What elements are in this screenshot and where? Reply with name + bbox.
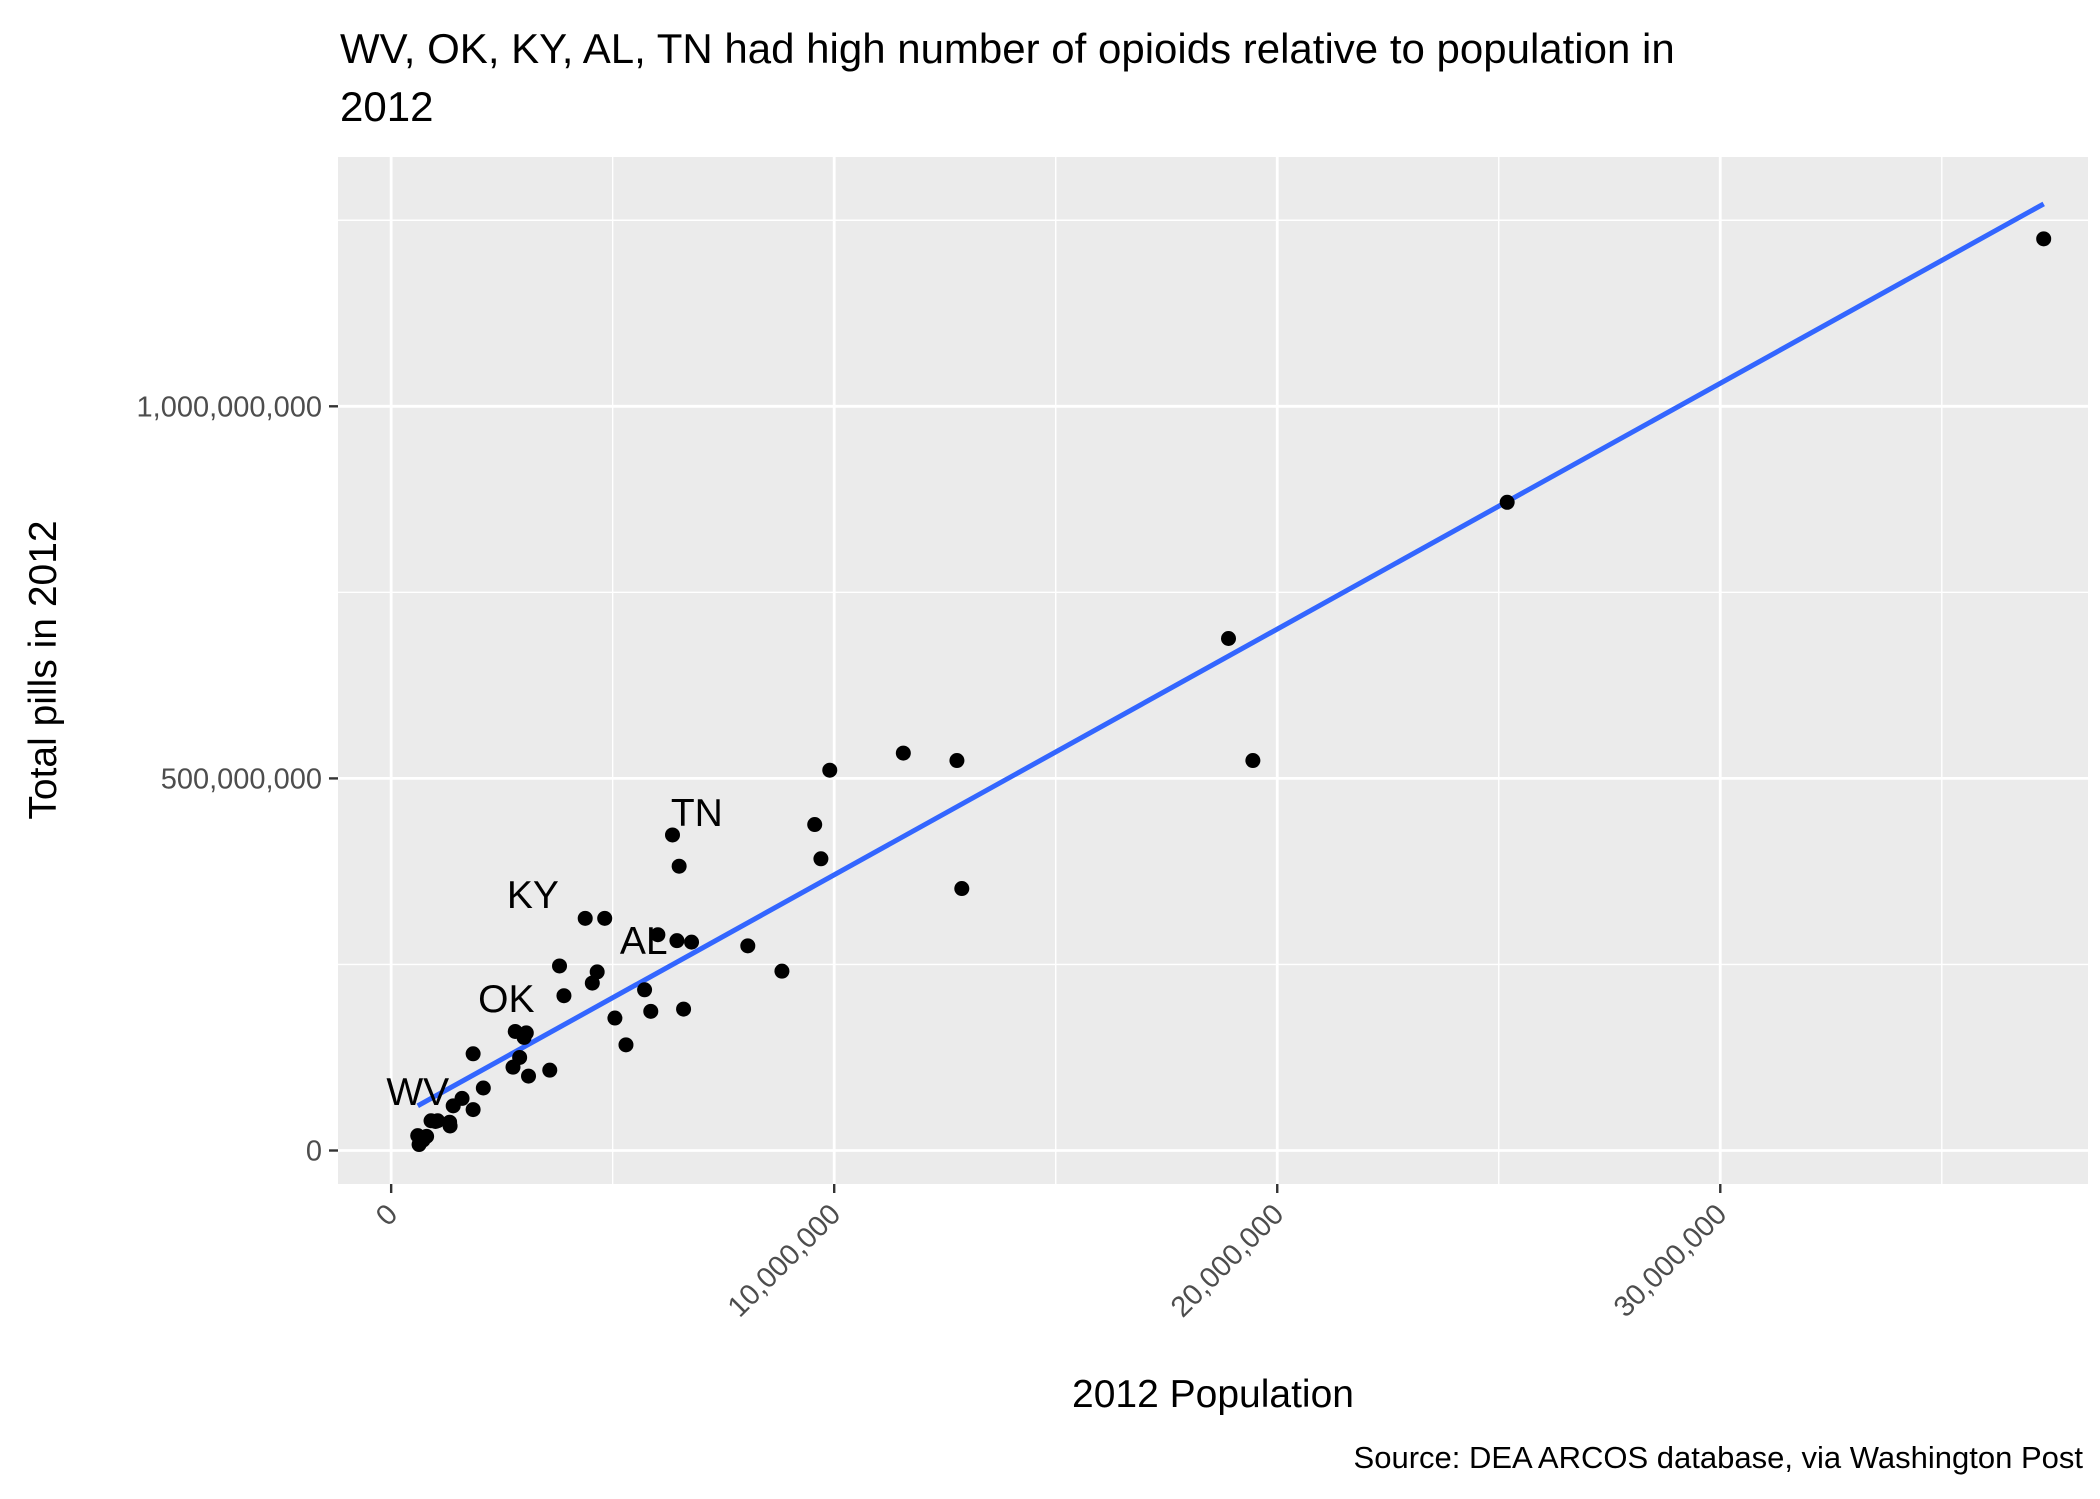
minor-gridlines [338,157,2088,1184]
data-point [822,762,838,778]
state-label-al: AL [620,920,668,963]
x-tick-label: 10,000,000 [722,1198,847,1323]
data-point [807,817,823,833]
data-point [465,1102,481,1118]
x-tick-label: 30,000,000 [1608,1198,1733,1323]
x-axis-title: 2012 Population [1072,1373,1354,1416]
data-point [542,1062,558,1078]
data-point [521,1068,537,1084]
data-point [589,964,605,980]
data-point [430,1113,446,1129]
axis-ticks [329,405,1722,1193]
y-axis-title: Total pills in 2012 [22,520,65,819]
data-point [895,745,911,761]
x-tick-label: 0 [370,1198,404,1232]
x-tick-label: 20,000,000 [1165,1198,1290,1323]
data-point [676,1001,692,1017]
y-tick-label: 500,000,000 [161,763,322,795]
state-label-tn: TN [671,792,723,835]
state-label-wv: WV [386,1071,449,1114]
data-point [954,881,970,897]
data-points [410,231,2052,1153]
state-labels: WV OK KY AL TN [386,792,723,1114]
data-point [669,933,685,949]
data-point [1221,630,1237,646]
data-point [650,927,666,943]
data-point [774,963,790,979]
y-tick-label: 1,000,000,000 [137,391,322,423]
data-point [442,1118,458,1134]
data-point [671,858,687,874]
data-point [618,1037,634,1053]
data-point [949,753,965,769]
data-point [740,938,756,954]
data-point [664,827,680,843]
y-tick-label: 0 [306,1136,322,1168]
state-label-ky: KY [507,874,559,917]
data-point [1499,494,1515,510]
data-point [643,1003,659,1019]
state-label-ok: OK [478,978,534,1021]
trend-line [416,201,2045,1109]
data-point [419,1128,435,1144]
data-point [813,851,829,867]
chart-title-line-1: WV, OK, KY, AL, TN had high number of op… [340,25,1675,72]
data-point [597,910,613,926]
x-axis-tick-labels: 0 10,000,000 20,000,000 30,000,000 [370,1198,1733,1323]
data-point [637,982,653,998]
data-point [556,988,572,1004]
major-gridlines [338,157,2088,1184]
data-point [577,910,593,926]
data-point [512,1049,528,1065]
data-point [454,1090,470,1106]
data-point [475,1080,491,1096]
plot-panel: WV OK KY AL TN [329,157,2088,1193]
chart-caption: Source: DEA ARCOS database, via Washingt… [1354,1440,2084,1475]
chart-title-line-2: 2012 [340,83,433,130]
data-point [1245,753,1261,769]
data-point [607,1010,623,1026]
data-point [465,1046,481,1062]
y-axis-tick-labels: 0 500,000,000 1,000,000,000 [137,391,322,1167]
data-point [552,958,568,974]
data-point [684,934,700,950]
panel-background [338,157,2088,1184]
data-point [2036,231,2052,247]
data-point [518,1025,534,1041]
